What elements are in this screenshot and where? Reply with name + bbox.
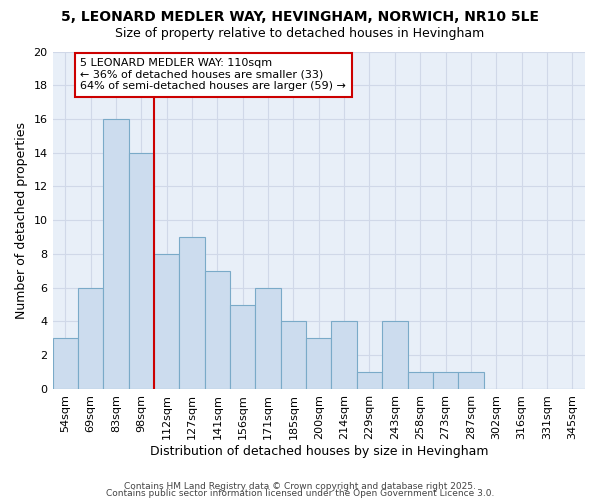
Y-axis label: Number of detached properties: Number of detached properties (15, 122, 28, 318)
Text: 5 LEONARD MEDLER WAY: 110sqm
← 36% of detached houses are smaller (33)
64% of se: 5 LEONARD MEDLER WAY: 110sqm ← 36% of de… (80, 58, 346, 92)
Text: Contains HM Land Registry data © Crown copyright and database right 2025.: Contains HM Land Registry data © Crown c… (124, 482, 476, 491)
Bar (103, 119, 128, 389)
Bar (78, 288, 103, 389)
Bar (382, 322, 407, 389)
Bar (433, 372, 458, 389)
Bar (154, 254, 179, 389)
Text: Size of property relative to detached houses in Hevingham: Size of property relative to detached ho… (115, 28, 485, 40)
Text: 5, LEONARD MEDLER WAY, HEVINGHAM, NORWICH, NR10 5LE: 5, LEONARD MEDLER WAY, HEVINGHAM, NORWIC… (61, 10, 539, 24)
Bar (205, 271, 230, 389)
Bar (407, 372, 433, 389)
Bar (256, 288, 281, 389)
Bar (53, 338, 78, 389)
Text: Contains public sector information licensed under the Open Government Licence 3.: Contains public sector information licen… (106, 490, 494, 498)
Bar (357, 372, 382, 389)
Bar (179, 237, 205, 389)
Bar (331, 322, 357, 389)
Bar (128, 152, 154, 389)
Bar (458, 372, 484, 389)
Bar (230, 304, 256, 389)
Bar (281, 322, 306, 389)
Bar (306, 338, 331, 389)
X-axis label: Distribution of detached houses by size in Hevingham: Distribution of detached houses by size … (149, 444, 488, 458)
